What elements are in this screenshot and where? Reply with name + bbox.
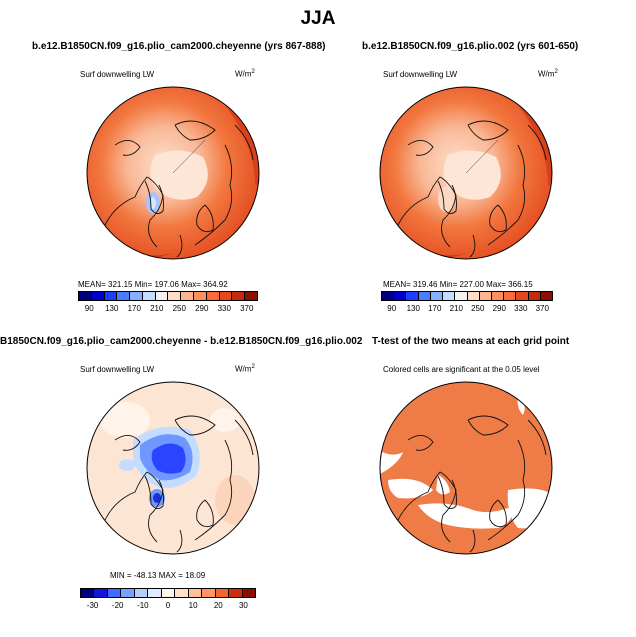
colorbar-tick-label: 130 bbox=[105, 304, 119, 313]
colorbar-tick-label: 90 bbox=[84, 304, 94, 313]
panel-3-colorbar-ticks: -30 -20 -10 0 10 20 30 bbox=[80, 601, 256, 610]
colorbar-swatch bbox=[394, 292, 407, 300]
colorbar-swatch bbox=[215, 589, 230, 597]
colorbar-swatch bbox=[81, 589, 95, 597]
colorbar-swatch bbox=[148, 589, 162, 597]
colorbar-swatch bbox=[504, 292, 517, 300]
colorbar-tick-label: 330 bbox=[217, 304, 231, 313]
colorbar-swatch bbox=[491, 292, 505, 300]
colorbar-swatch bbox=[467, 292, 480, 300]
colorbar-tick-label: 250 bbox=[471, 304, 485, 313]
colorbar-swatch bbox=[107, 589, 122, 597]
colorbar-tick-label: 30 bbox=[238, 601, 248, 610]
colorbar-swatch bbox=[540, 292, 553, 300]
colorbar-swatch bbox=[406, 292, 419, 300]
colorbar-swatch bbox=[194, 292, 207, 300]
panel-2-colorbar-ticks: 90 130 170 210 250 290 330 370 bbox=[381, 304, 553, 313]
colorbar-swatch bbox=[142, 292, 156, 300]
panel-1-map bbox=[86, 86, 260, 260]
colorbar-swatch bbox=[155, 292, 169, 300]
panel-3-stats: MIN = -48.13 MAX = 18.09 bbox=[110, 571, 206, 580]
colorbar-tick-label: 370 bbox=[535, 304, 549, 313]
colorbar-tick-label: 20 bbox=[213, 601, 223, 610]
colorbar-swatch bbox=[79, 292, 92, 300]
main-title: JJA bbox=[300, 8, 336, 29]
colorbar-tick-label: 10 bbox=[188, 601, 198, 610]
colorbar-swatch bbox=[232, 292, 246, 300]
panel-4-subtitle: Colored cells are significant at the 0.0… bbox=[383, 365, 540, 374]
colorbar-swatch bbox=[181, 292, 195, 300]
colorbar-swatch bbox=[516, 292, 529, 300]
colorbar-tick-label: 130 bbox=[406, 304, 420, 313]
panel-3-colorbar bbox=[80, 588, 256, 598]
panel-3-units: W/m2 bbox=[235, 364, 255, 374]
colorbar-swatch bbox=[242, 589, 256, 597]
panel-2-map bbox=[379, 86, 553, 260]
colorbar-tick-label: 290 bbox=[492, 304, 506, 313]
panel-1-colorbar-ticks: 90 130 170 210 250 290 330 370 bbox=[78, 304, 258, 313]
colorbar-swatch bbox=[168, 292, 182, 300]
colorbar-swatch bbox=[229, 589, 243, 597]
colorbar-swatch bbox=[479, 292, 492, 300]
colorbar-tick-label: 290 bbox=[195, 304, 209, 313]
colorbar-swatch bbox=[443, 292, 456, 300]
panel-1-variable-label: Surf downwelling LW bbox=[80, 70, 155, 79]
colorbar-swatch bbox=[382, 292, 395, 300]
panel-4-map bbox=[379, 381, 553, 555]
colorbar-swatch bbox=[455, 292, 468, 300]
colorbar-tick-label: 0 bbox=[165, 601, 171, 610]
colorbar-swatch bbox=[528, 292, 541, 300]
colorbar-swatch bbox=[219, 292, 233, 300]
colorbar-tick-label: 90 bbox=[387, 304, 397, 313]
panel-2-units: W/m2 bbox=[538, 69, 558, 79]
panel-3-map bbox=[86, 381, 260, 555]
panel-2-stats: MEAN= 319.46 Min= 227.00 Max= 366.15 bbox=[383, 280, 533, 289]
colorbar-swatch bbox=[161, 589, 176, 597]
colorbar-tick-label: 250 bbox=[172, 304, 186, 313]
colorbar-tick-label: 170 bbox=[428, 304, 442, 313]
colorbar-swatch bbox=[188, 589, 203, 597]
panel-3-variable-label: Surf downwelling LW bbox=[80, 365, 155, 374]
panel-1-colorbar bbox=[78, 291, 258, 301]
colorbar-swatch bbox=[245, 292, 257, 300]
colorbar-swatch bbox=[117, 292, 131, 300]
colorbar-swatch bbox=[175, 589, 189, 597]
colorbar-swatch bbox=[91, 292, 105, 300]
colorbar-swatch bbox=[206, 292, 220, 300]
panel-3-title: B1850CN.f09_g16.plio_cam2000.cheyenne - … bbox=[0, 336, 363, 347]
colorbar-swatch bbox=[130, 292, 143, 300]
panel-2-variable-label: Surf downwelling LW bbox=[383, 70, 458, 79]
colorbar-tick-label: 210 bbox=[150, 304, 164, 313]
colorbar-swatch bbox=[134, 589, 149, 597]
colorbar-swatch bbox=[121, 589, 135, 597]
panel-1-units: W/m2 bbox=[235, 69, 255, 79]
colorbar-tick-label: -20 bbox=[111, 601, 124, 610]
colorbar-swatch bbox=[94, 589, 108, 597]
panel-4-title: T-test of the two means at each grid poi… bbox=[372, 336, 570, 347]
panel-2-title: b.e12.B1850CN.f09_g16.plio.002 (yrs 601-… bbox=[362, 41, 579, 52]
panel-1-title: b.e12.B1850CN.f09_g16.plio_cam2000.cheye… bbox=[32, 41, 326, 52]
colorbar-swatch bbox=[430, 292, 444, 300]
colorbar-swatch bbox=[104, 292, 118, 300]
colorbar-tick-label: -10 bbox=[137, 601, 149, 610]
colorbar-tick-label: 170 bbox=[127, 304, 141, 313]
colorbar-tick-label: 330 bbox=[514, 304, 528, 313]
panel-1-stats: MEAN= 321.15 Min= 197.06 Max= 364.92 bbox=[78, 280, 228, 289]
colorbar-tick-label: -30 bbox=[86, 601, 99, 610]
panel-2-colorbar bbox=[381, 291, 553, 301]
colorbar-tick-label: 210 bbox=[449, 304, 463, 313]
colorbar-swatch bbox=[202, 589, 216, 597]
colorbar-tick-label: 370 bbox=[240, 304, 254, 313]
colorbar-swatch bbox=[418, 292, 431, 300]
